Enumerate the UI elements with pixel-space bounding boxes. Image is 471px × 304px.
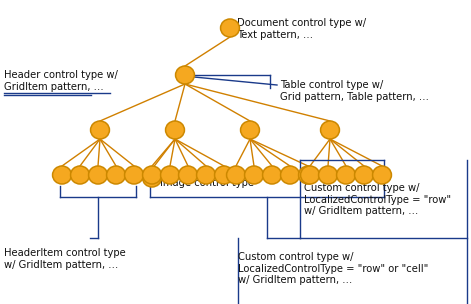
Text: Image control type: Image control type (160, 178, 254, 188)
Ellipse shape (161, 166, 179, 184)
Ellipse shape (165, 121, 185, 139)
Ellipse shape (337, 166, 356, 184)
Text: Header control type w/
GridItem pattern, …: Header control type w/ GridItem pattern,… (4, 70, 118, 92)
Ellipse shape (124, 166, 144, 184)
Ellipse shape (143, 166, 162, 184)
Text: Custom control type w/
LocalizedControlType = "row" or "cell"
w/ GridItem patter: Custom control type w/ LocalizedControlT… (238, 252, 429, 285)
Ellipse shape (90, 121, 109, 139)
Ellipse shape (373, 166, 391, 184)
Ellipse shape (300, 166, 319, 184)
Ellipse shape (299, 166, 317, 184)
Ellipse shape (244, 166, 263, 184)
Ellipse shape (196, 166, 215, 184)
Ellipse shape (321, 121, 340, 139)
Ellipse shape (143, 169, 162, 187)
Text: Document control type w/
Text pattern, …: Document control type w/ Text pattern, … (237, 18, 366, 40)
Ellipse shape (241, 121, 260, 139)
Ellipse shape (318, 166, 337, 184)
Ellipse shape (281, 166, 300, 184)
Ellipse shape (262, 166, 282, 184)
Ellipse shape (215, 166, 234, 184)
Ellipse shape (89, 166, 107, 184)
Ellipse shape (227, 166, 245, 184)
Ellipse shape (71, 166, 89, 184)
Text: Table control type w/
Grid pattern, Table pattern, …: Table control type w/ Grid pattern, Tabl… (280, 80, 429, 102)
Ellipse shape (355, 166, 374, 184)
Ellipse shape (179, 166, 197, 184)
Ellipse shape (53, 166, 72, 184)
Ellipse shape (220, 19, 239, 37)
Ellipse shape (106, 166, 125, 184)
Ellipse shape (176, 66, 195, 84)
Text: Custom control type w/
LocalizedControlType = "row"
w/ GridItem pattern, …: Custom control type w/ LocalizedControlT… (304, 183, 451, 216)
Text: HeaderItem control type
w/ GridItem pattern, …: HeaderItem control type w/ GridItem patt… (4, 248, 126, 270)
